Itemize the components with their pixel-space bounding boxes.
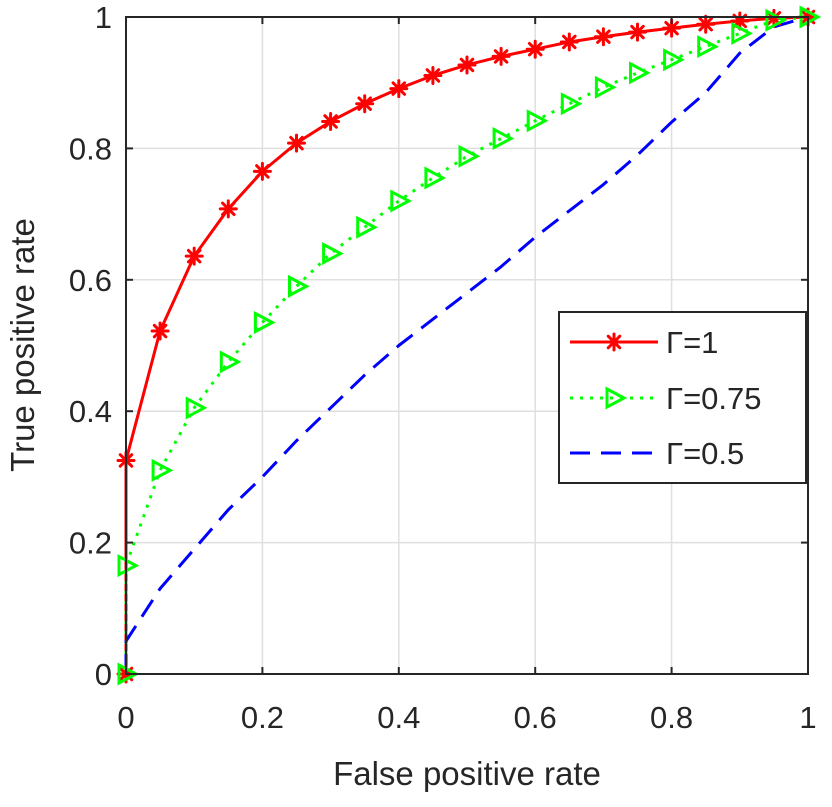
legend-label-2: Γ=0.5: [666, 436, 744, 471]
series-1-point: [117, 662, 140, 686]
x-tick-label: 0.2: [241, 700, 284, 735]
x-tick-label: 0: [117, 700, 134, 735]
series-1-point: [663, 48, 685, 72]
x-axis-label: False positive rate: [333, 755, 601, 792]
series-0-point: [389, 79, 409, 99]
series-1-point: [185, 396, 208, 420]
legend: Γ=1 Γ=0.75 Γ=0.5: [558, 311, 807, 484]
series-1-point: [424, 166, 447, 190]
series-1-point: [253, 311, 276, 334]
series-0-point: [696, 14, 716, 34]
series-0-point: [252, 161, 272, 181]
series-1-point: [594, 75, 617, 99]
legend-marker-1: [605, 386, 628, 410]
series-1-point: [731, 21, 754, 45]
y-tick-label: 1: [95, 0, 112, 35]
series-0-point: [628, 22, 647, 42]
y-tick-label: 0.6: [69, 263, 112, 298]
y-axis-label: True positive rate: [4, 218, 41, 472]
legend-label-1: Γ=0.75: [666, 381, 762, 416]
series-line-2: [124, 15, 809, 674]
series-0-point: [525, 39, 545, 59]
x-tick-label: 0.6: [514, 700, 557, 735]
series-1-point: [117, 554, 140, 578]
series-1-point: [356, 215, 378, 239]
series-1-point: [219, 350, 242, 374]
x-tick-label: 0.4: [377, 700, 420, 735]
series-0-point: [150, 321, 170, 341]
series-0-point: [593, 27, 613, 47]
x-tick-label: 0.8: [650, 700, 693, 735]
series-line-0: [124, 15, 809, 674]
y-tick-label: 0.4: [69, 394, 112, 429]
series-0-point: [559, 32, 579, 52]
plot-frame: [125, 16, 809, 675]
x-tick-label: 1: [799, 700, 816, 735]
series-0-point: [355, 94, 375, 114]
series-1-point: [151, 458, 174, 482]
series-0-point: [287, 133, 306, 153]
series-0-point: [423, 65, 443, 85]
series-1-point: [390, 189, 413, 213]
series-1-point: [560, 92, 583, 116]
legend-label-0: Γ=1: [666, 325, 718, 360]
y-tick-label: 0.2: [69, 526, 112, 561]
series-1-point: [526, 109, 549, 133]
series-1-point: [697, 35, 719, 59]
series-1-point: [288, 274, 310, 298]
series-1-point: [765, 8, 788, 32]
series-0-point: [491, 46, 511, 66]
series-0-point: [218, 199, 238, 219]
legend-marker-0: [604, 332, 624, 352]
series-0-point: [457, 55, 477, 75]
y-tick-label: 0.8: [69, 131, 112, 166]
series-0-point: [184, 246, 204, 266]
series-1-point: [492, 127, 515, 151]
series-1-point: [458, 144, 481, 168]
series-0-point: [321, 111, 341, 131]
series-1-point: [629, 61, 651, 85]
series-1-point: [322, 242, 344, 266]
y-tick-label: 0: [95, 657, 112, 692]
axis-ticks: 0 0.2 0.4 0.6 0.8 1 0 0.2 0.4 0.6 0.8 1: [69, 0, 817, 735]
